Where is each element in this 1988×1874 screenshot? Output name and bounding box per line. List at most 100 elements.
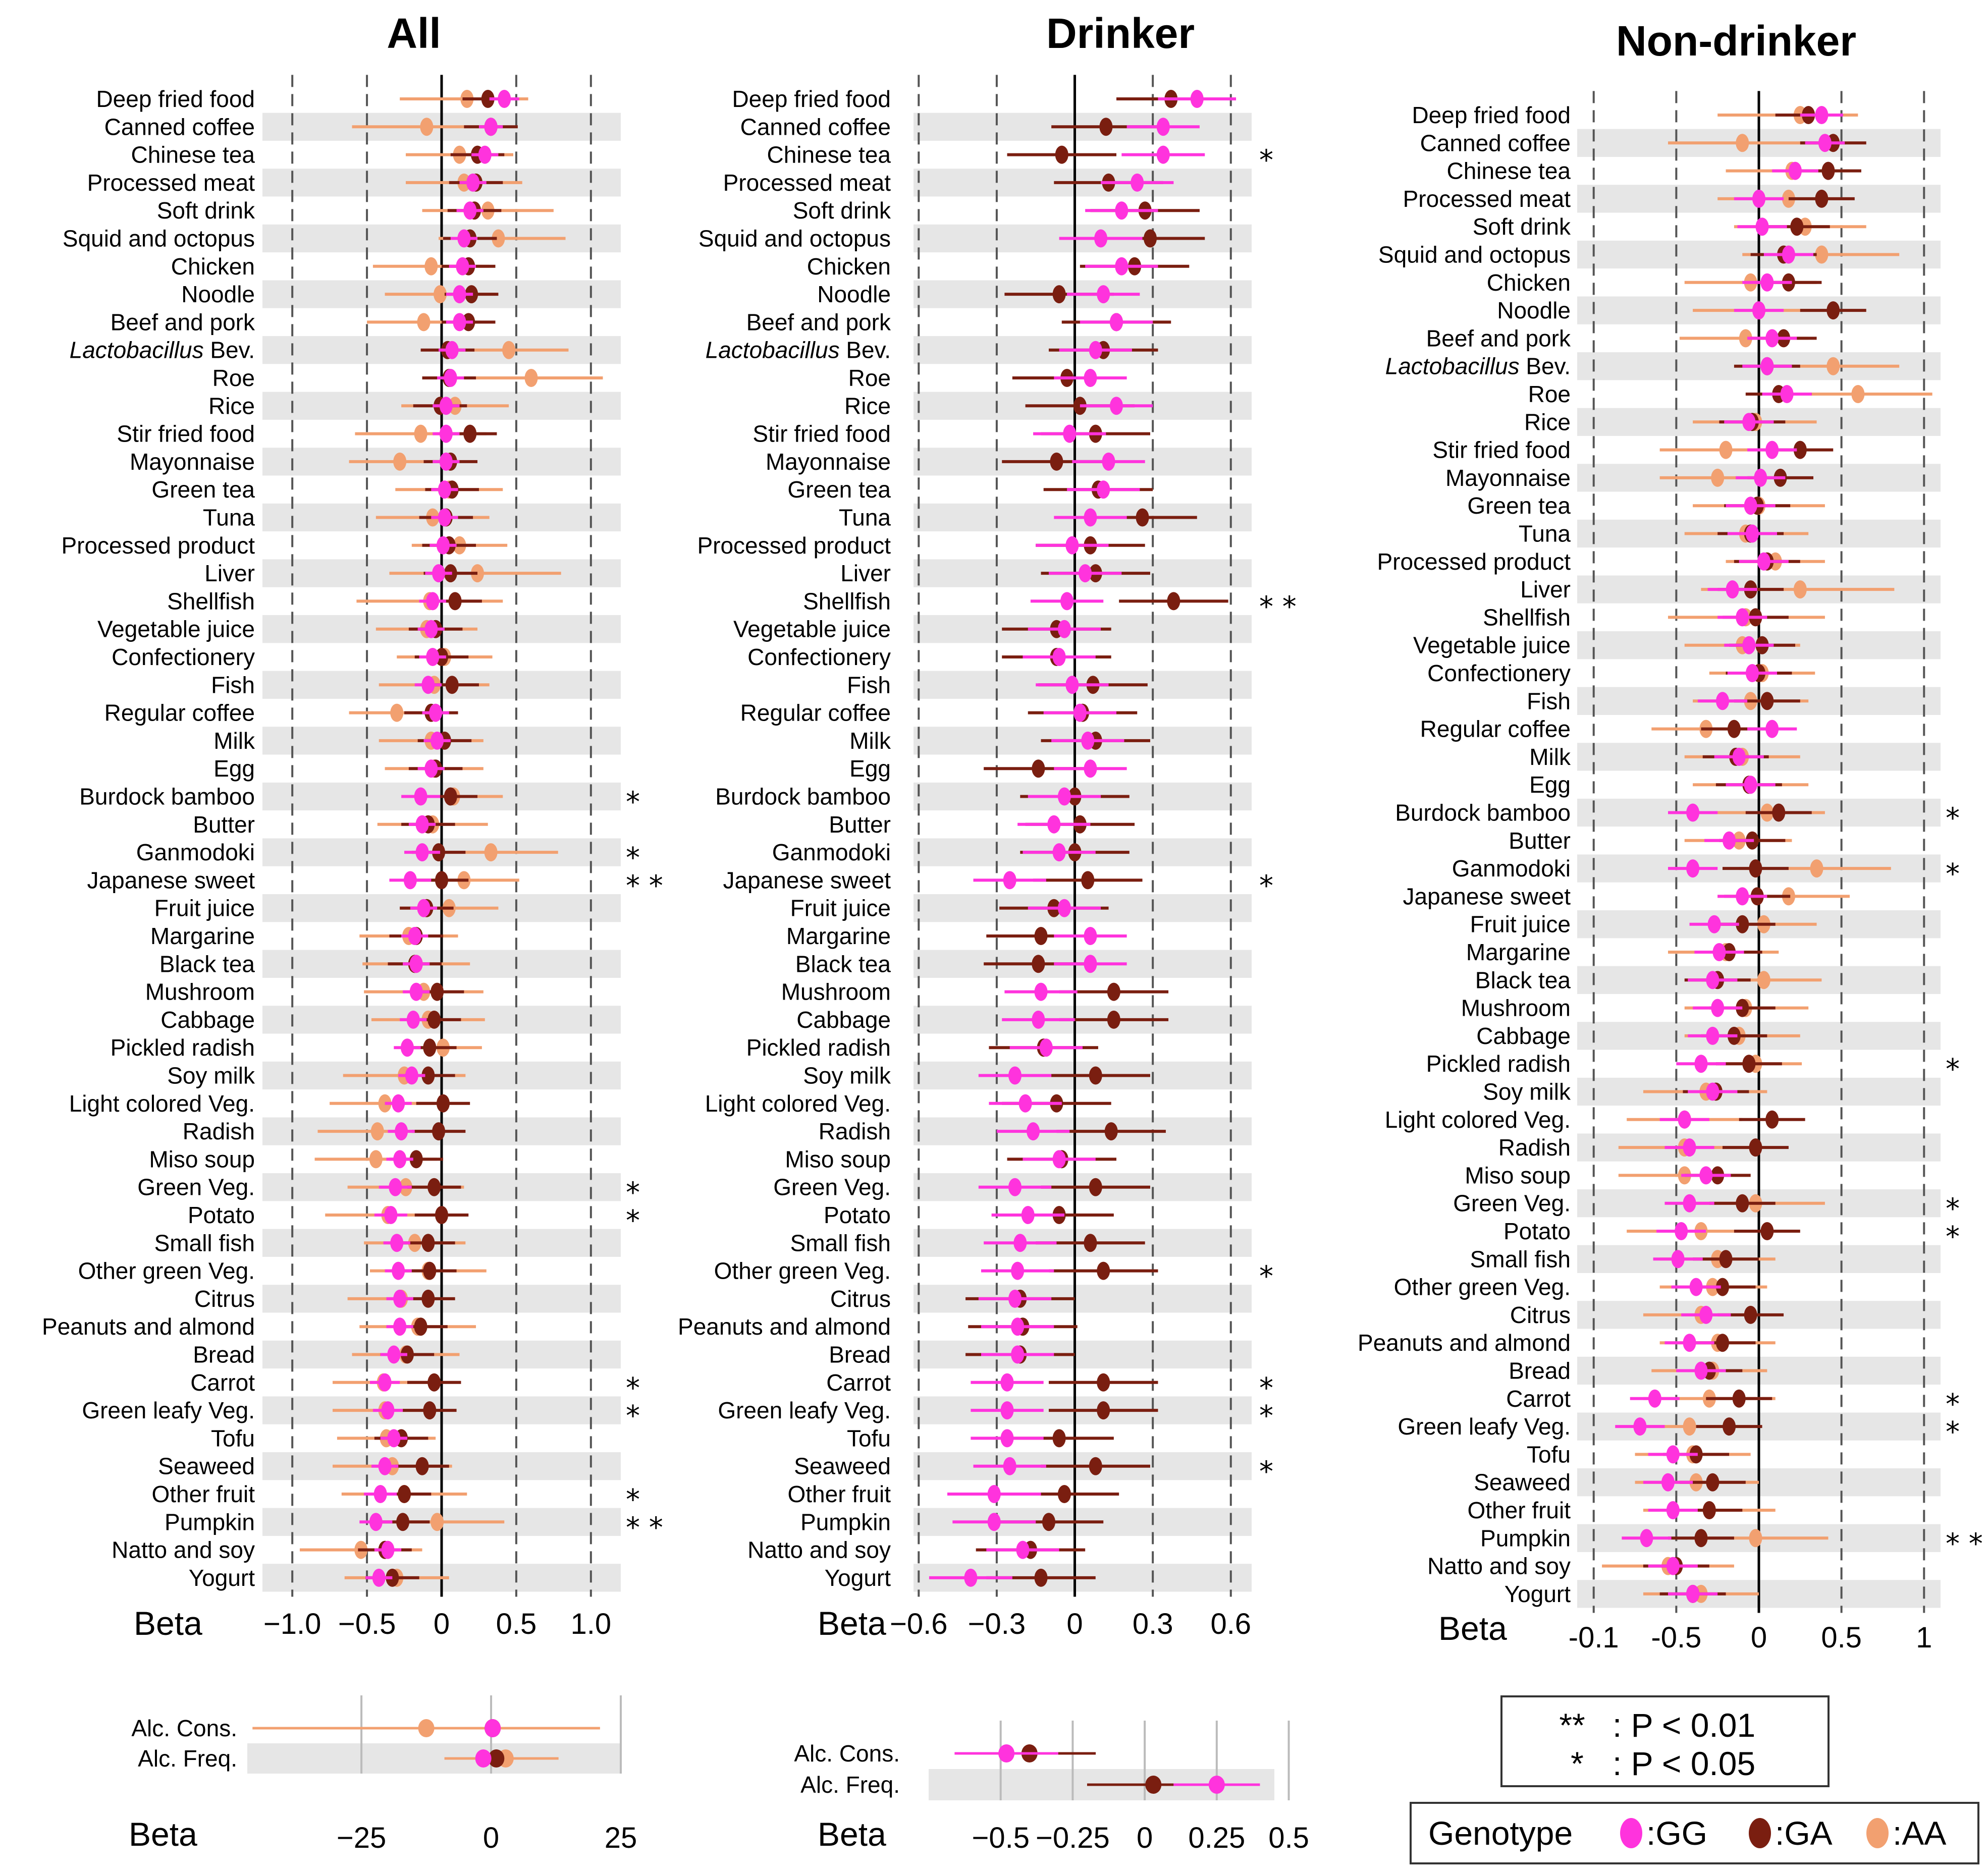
row-label: Cabbage	[160, 1007, 255, 1033]
row-label: Green leafy Veg.	[82, 1397, 255, 1423]
row-label: Chicken	[807, 253, 891, 280]
row-label: Light colored Veg.	[1385, 1107, 1571, 1133]
row-label: Tuna	[203, 505, 255, 531]
point-gg	[1110, 397, 1123, 415]
legend-p01-symbol: **	[1559, 1706, 1585, 1744]
row-label: Natto and soy	[747, 1537, 891, 1563]
significance-mark: *	[1946, 1053, 1960, 1086]
point-ga	[1702, 1501, 1716, 1519]
significance-mark: *	[626, 1483, 640, 1516]
point-ga	[1057, 1485, 1071, 1503]
point-ga	[414, 1317, 427, 1336]
significance-mark: *	[1259, 1456, 1273, 1489]
alcohol-row-label: Alc. Freq.	[800, 1772, 900, 1798]
row-label: Tofu	[1527, 1441, 1571, 1467]
point-ga	[1084, 1234, 1097, 1252]
row-label: Regular coffee	[1420, 716, 1571, 742]
stripe-row	[914, 1340, 1252, 1369]
point-aa	[420, 118, 434, 136]
row-label: Milk	[213, 728, 255, 754]
row-label: Mayonnaise	[766, 449, 891, 475]
panel-title: All	[387, 10, 441, 57]
row-label: Green leafy Veg.	[1398, 1413, 1571, 1440]
row-label: Lactobacillus Bev.	[706, 337, 891, 363]
panel-title: Non-drinker	[1616, 17, 1856, 65]
row-label: Processed product	[1377, 548, 1571, 575]
significance-mark: *	[626, 1372, 640, 1405]
point-ga	[1815, 189, 1829, 208]
point-ga	[1736, 1194, 1749, 1212]
point-gg	[432, 564, 446, 583]
point-gg	[372, 1568, 386, 1587]
point-ga	[1097, 1401, 1110, 1420]
point-gg	[1818, 134, 1832, 152]
point-gg	[436, 536, 450, 555]
row-label: Yogurt	[1505, 1581, 1571, 1607]
point-gg	[1008, 1178, 1022, 1196]
x-tick-label: 0.5	[1821, 1621, 1862, 1654]
x-tick-label: 0.5	[1268, 1822, 1309, 1854]
row-label: Carrot	[826, 1369, 891, 1396]
legend-p01-label: : P < 0.01	[1613, 1706, 1755, 1744]
point-gg	[1752, 189, 1765, 208]
row-label: Pumpkin	[800, 1509, 891, 1535]
point-gg	[1706, 971, 1720, 989]
point-gg	[1156, 118, 1170, 136]
row-label: Soy milk	[1483, 1079, 1571, 1105]
point-gg	[1131, 173, 1144, 192]
significance-mark: * *	[1259, 590, 1297, 623]
point-ga	[1694, 1529, 1708, 1548]
row-label: Shellfish	[803, 588, 891, 614]
alcohol-row-label: Alc. Cons.	[794, 1740, 900, 1767]
point-gg	[1742, 636, 1756, 654]
row-label: Black tea	[795, 951, 891, 977]
row-label: Noodle	[181, 281, 255, 307]
point-gg	[373, 1485, 387, 1503]
point-gg	[1052, 843, 1066, 862]
point-ga	[1081, 871, 1095, 890]
row-label: Soy milk	[803, 1063, 891, 1089]
row-label: Mayonnaise	[130, 449, 255, 475]
row-label: Regular coffee	[740, 700, 891, 726]
point-ga	[1032, 955, 1045, 973]
row-label: Squid and octopus	[1378, 242, 1571, 268]
row-label: Cabbage	[796, 1007, 891, 1033]
row-label: Natto and soy	[112, 1537, 255, 1563]
point-gg	[1726, 580, 1739, 599]
x-tick-label: 0	[483, 1822, 499, 1854]
point-gg	[1789, 161, 1802, 180]
point-ga	[1742, 1055, 1756, 1073]
x-tick-label: −0.5	[972, 1822, 1030, 1854]
point-gg	[439, 397, 453, 415]
point-gg	[1686, 859, 1700, 878]
point-gg	[1057, 620, 1071, 638]
point-gg	[408, 927, 421, 945]
point-ga	[1749, 1138, 1762, 1157]
row-label: Deep fried food	[1412, 102, 1571, 128]
point-ga	[1736, 915, 1749, 933]
legend-aa-label: :AA	[1893, 1814, 1946, 1852]
row-label: Tuna	[839, 505, 891, 531]
row-label: Egg	[1529, 771, 1571, 798]
point-gg	[1699, 1166, 1713, 1185]
point-gg	[378, 1457, 392, 1475]
point-gg	[1760, 273, 1774, 292]
stripe-row	[247, 1743, 621, 1774]
x-tick-label: 0	[1751, 1621, 1767, 1654]
point-gg	[393, 1289, 407, 1308]
legend-ga-marker	[1749, 1818, 1771, 1848]
point-gg	[1745, 664, 1759, 682]
point-gg	[1039, 1038, 1053, 1057]
point-gg	[424, 759, 438, 778]
point-gg	[1057, 787, 1071, 806]
point-ga	[398, 1485, 411, 1503]
row-label: Deep fried food	[96, 86, 255, 112]
point-aa	[1851, 385, 1865, 403]
point-gg	[1689, 1278, 1703, 1296]
point-gg	[1018, 1094, 1032, 1113]
x-tick-label: 0	[1137, 1822, 1153, 1854]
row-label: Confectionery	[747, 644, 891, 670]
point-gg	[1208, 1776, 1225, 1794]
point-ga	[1145, 1776, 1162, 1794]
point-gg	[1671, 1250, 1685, 1269]
